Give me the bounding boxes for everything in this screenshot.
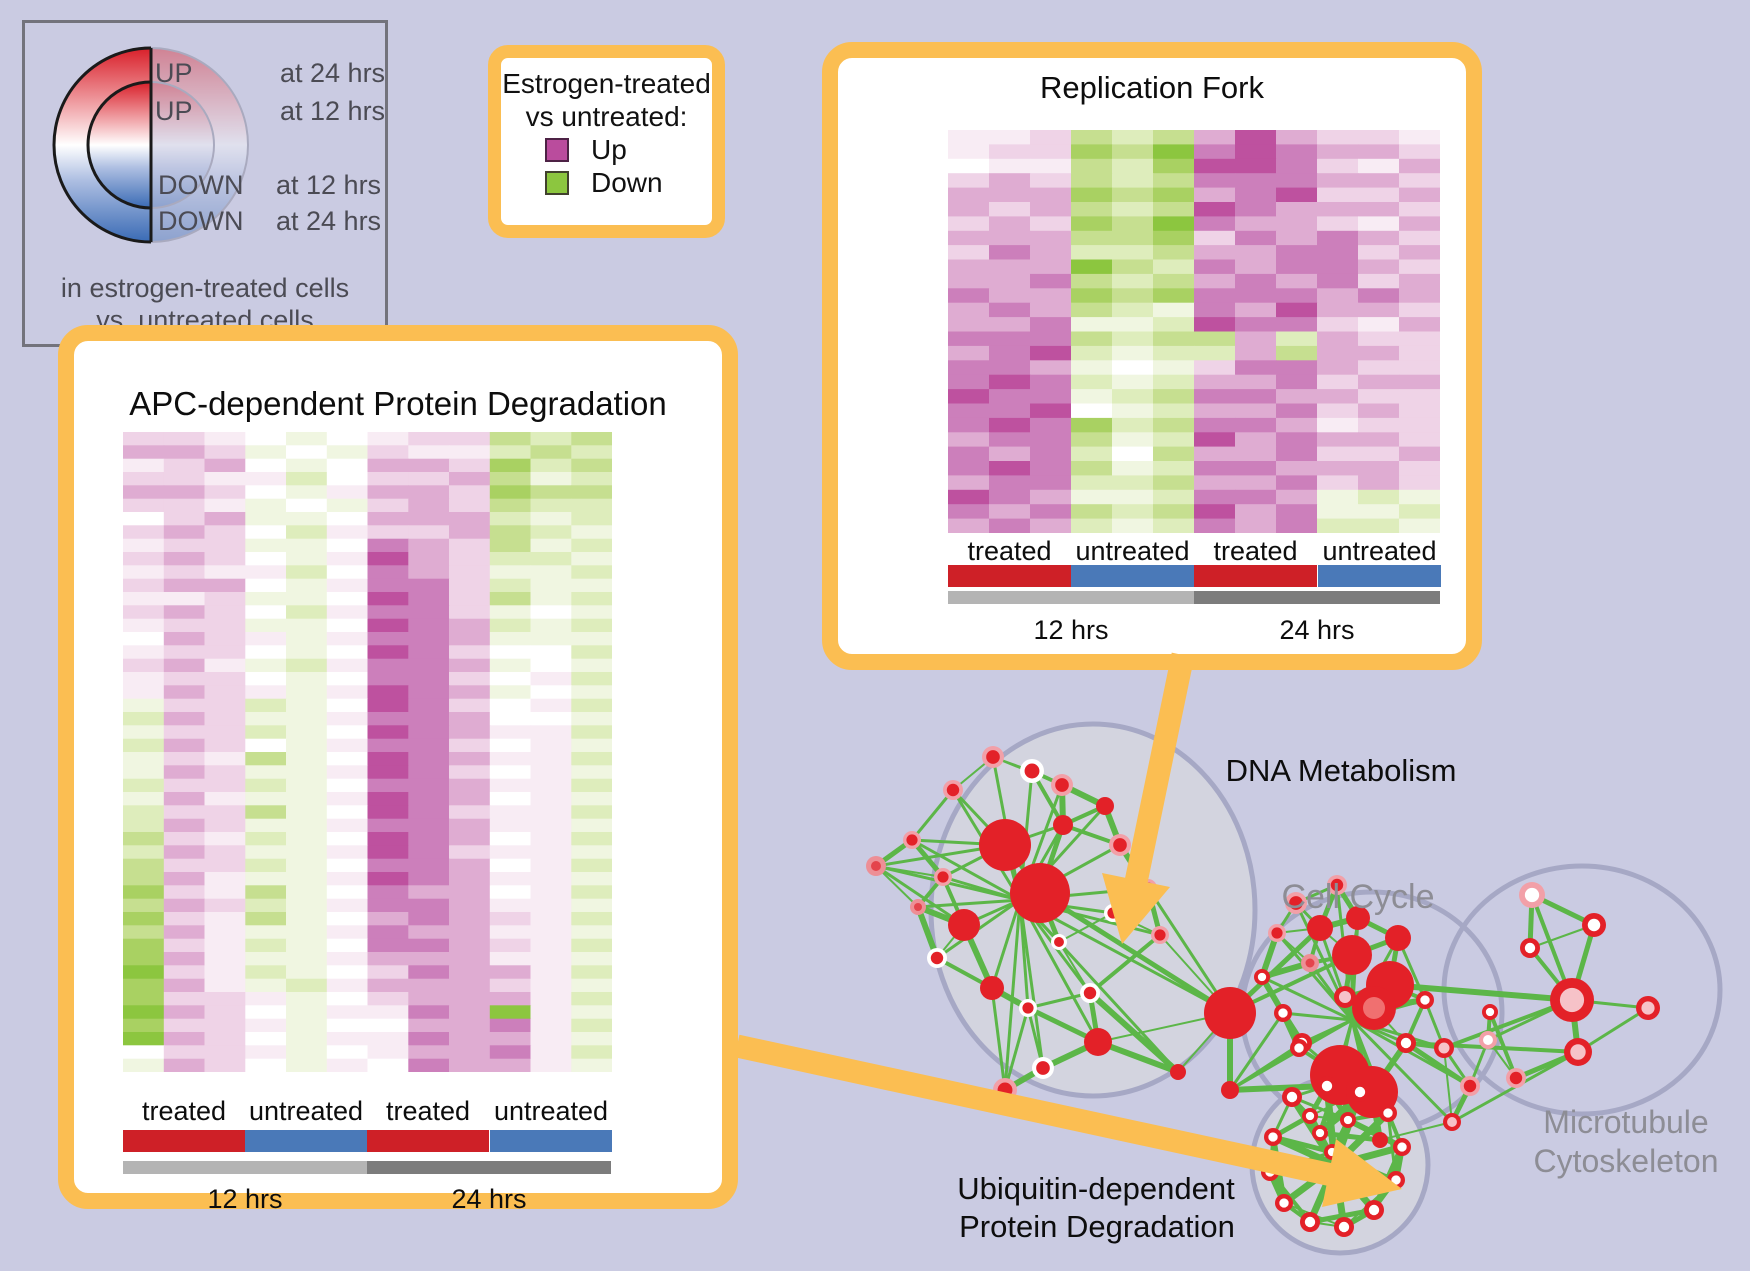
updown-footer-line1: in estrogen-treated cells (60, 273, 350, 303)
updown-row1-time: at 24 hrs (280, 58, 386, 88)
network-nodes (866, 746, 1660, 1237)
estrogen-legend-title-line2: vs untreated: (525, 101, 688, 132)
rf-panel-title: Replication Fork (1040, 70, 1264, 105)
rf-treated-bar-1 (948, 565, 1071, 587)
rf-12hr-label: 12 hrs (1033, 615, 1109, 645)
rf-heatmap (948, 130, 1440, 533)
rf-group-label-1: treated (967, 536, 1052, 566)
apc-heatmap-panel: APC-dependent Protein Degradation treate… (58, 325, 738, 1214)
cell-cycle-label: Cell Cycle (1281, 878, 1434, 916)
rf-treated-bar-2 (1194, 565, 1317, 587)
apc-group-label-1: treated (141, 1096, 227, 1126)
connector-arrows (734, 652, 1402, 1207)
apc-untreated-bar-2 (490, 1130, 612, 1152)
cluster-labels: DNA Metabolism Cell Cycle MicrotubuleCytos… (957, 753, 1718, 1244)
apc-12hr-label: 12 hrs (207, 1184, 283, 1214)
updown-row2-label: UP (155, 96, 193, 126)
updown-row2-time: at 12 hrs (280, 96, 386, 126)
legend-item-up: Up (501, 133, 712, 166)
apc-untreated-bar-1 (245, 1130, 367, 1152)
apc-group-label-3: treated (385, 1096, 471, 1126)
apc-treated-bar-1 (123, 1130, 245, 1152)
rf-untreated-bar-2 (1318, 565, 1441, 587)
updown-row4-time: at 24 hrs (276, 206, 382, 236)
down-color-swatch (545, 170, 569, 195)
updown-row3-time: at 12 hrs (276, 170, 382, 200)
rf-group-label-3: treated (1213, 536, 1298, 566)
legend-item-down: Down (501, 166, 712, 199)
arrow-apc-to-ubiquitin (734, 1034, 1402, 1207)
apc-12hr-bar (123, 1161, 367, 1174)
apc-24hr-label: 24 hrs (451, 1184, 527, 1214)
apc-group-label-4: untreated (493, 1096, 609, 1126)
ubiquitin-label-line1: Ubiquitin-dependent (957, 1171, 1235, 1206)
updown-row3-label: DOWN (158, 170, 244, 200)
up-color-swatch (545, 137, 569, 162)
updown-legend-box: UP at 24 hrs UP at 12 hrs DOWN at 12 hrs… (22, 20, 388, 347)
rf-24hr-bar (1194, 591, 1440, 604)
apc-treated-bar-2 (367, 1130, 489, 1152)
updown-gradient-circles-icon (52, 46, 249, 244)
microtubule-label-line1: Microtubule (1543, 1104, 1708, 1140)
apc-24hr-bar (367, 1161, 611, 1174)
estrogen-legend-box: Estrogen-treated vs untreated: Up Down (488, 45, 725, 238)
updown-row1-label: UP (155, 58, 193, 88)
arrow-replication-fork-to-dna (1102, 652, 1195, 944)
dna-metabolism-label: DNA Metabolism (1226, 753, 1457, 788)
rf-group-label-2: untreated (1075, 536, 1190, 566)
rf-group-label-4: untreated (1322, 536, 1437, 566)
rf-12hr-bar (948, 591, 1194, 604)
apc-group-label-2: untreated (248, 1096, 364, 1126)
apc-panel-title: APC-dependent Protein Degradation (129, 385, 667, 422)
rf-24hr-label: 24 hrs (1279, 615, 1355, 645)
rf-untreated-bar-1 (1071, 565, 1194, 587)
down-label: Down (591, 166, 663, 198)
estrogen-legend-title-line1: Estrogen-treated (502, 68, 711, 99)
microtubule-label-line2: Cytoskeleton (1534, 1143, 1719, 1179)
replication-fork-panel: Replication Fork treated untreated treat… (822, 42, 1482, 670)
apc-heatmap (123, 432, 612, 1072)
ubiquitin-label-line2: Protein Degradation (959, 1209, 1235, 1244)
up-label: Up (591, 133, 627, 165)
updown-row4-label: DOWN (158, 206, 244, 236)
